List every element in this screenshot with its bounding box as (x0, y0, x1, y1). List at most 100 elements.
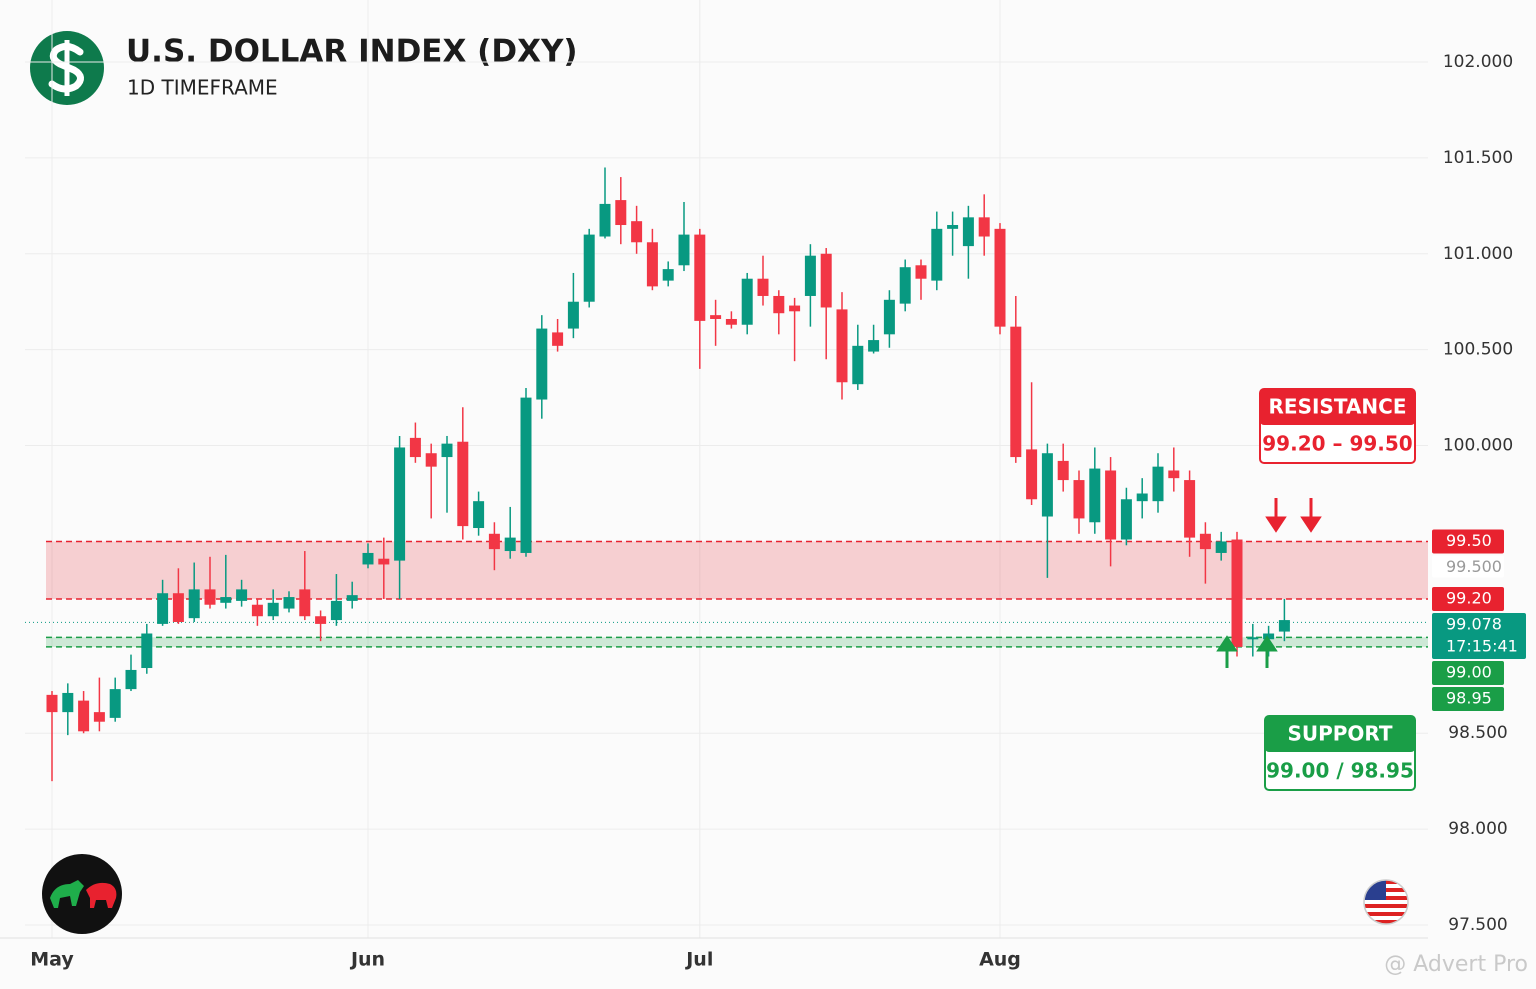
candle-body (1247, 637, 1259, 640)
zone-name: SUPPORT (1287, 722, 1392, 746)
candle-body (1215, 541, 1227, 553)
price-tag-label: 98.95 (1446, 688, 1492, 707)
candle-body (283, 597, 295, 609)
candle-body (710, 315, 722, 319)
candle-body (804, 255, 816, 296)
candle-body (947, 225, 959, 229)
candle-body (994, 228, 1006, 327)
y-tick-label: 101.000 (1443, 244, 1513, 264)
y-tick-label: 98.500 (1448, 723, 1507, 743)
candle-body (125, 669, 137, 690)
watermark: @ Advert Pro (1384, 952, 1528, 977)
resistance-arrows (1265, 498, 1322, 533)
price-tag-box (1432, 612, 1526, 659)
candle-body (536, 328, 548, 400)
chart-title: U.S. DOLLAR INDEX (DXY) (126, 34, 578, 70)
candle-body (204, 589, 216, 605)
candle-body (978, 217, 990, 237)
candle-body (725, 318, 737, 325)
candle-body (1120, 499, 1132, 540)
us-flag-icon (1363, 879, 1409, 925)
candle-body (109, 689, 121, 718)
candle-body (1073, 480, 1085, 519)
price-tag-box (1432, 686, 1504, 711)
candle-body (362, 552, 374, 565)
candle-body (1263, 633, 1275, 640)
candle-body (1041, 453, 1053, 517)
candle-body (836, 309, 848, 383)
price-tag-label: 99.00 (1446, 662, 1492, 681)
candle-body (741, 278, 753, 325)
y-tick-label: 98.000 (1448, 819, 1507, 839)
price-tag-label: 99.078 (1446, 614, 1502, 633)
candle-body (299, 589, 311, 617)
bull-bear-logo (42, 854, 122, 934)
candle-body (868, 340, 880, 352)
plot: 97.500 98.000 98.500 100.000 100.500 101.000 1… (0, 0, 1526, 971)
candle-body (615, 200, 627, 226)
candle-body (93, 712, 105, 722)
candle-body (378, 558, 390, 565)
candle-body (520, 397, 532, 553)
candle-body (757, 278, 769, 296)
dollar-icon (30, 31, 104, 105)
price-tag-label: 99.500 (1446, 557, 1502, 576)
price-tag-box (1432, 529, 1504, 554)
price-tag: 99.500 (1432, 555, 1504, 578)
candle-body (1105, 470, 1117, 540)
candle-body (46, 694, 58, 713)
candle-body (567, 301, 579, 329)
y-tick-label: 101.500 (1443, 148, 1513, 168)
y-tick-label: 97.500 (1448, 915, 1507, 935)
price-tag-box (1432, 555, 1504, 578)
candle-body (220, 597, 232, 603)
candle-body (457, 441, 469, 527)
candle-body (662, 269, 674, 281)
support-arrows (1216, 635, 1278, 668)
candle-body (1231, 539, 1243, 647)
candle-body (1199, 533, 1211, 550)
candle-body (1089, 468, 1101, 523)
candle-body (1010, 326, 1022, 458)
price-tag-label: 99.20 (1446, 588, 1492, 607)
candle-body (172, 593, 184, 622)
candle-body (678, 234, 690, 266)
zone-box-header (1265, 716, 1415, 752)
y-tick-label: 100.500 (1443, 340, 1513, 360)
candle-body (394, 447, 406, 561)
candle-body (883, 299, 895, 335)
price-tag: 99.50 (1432, 529, 1504, 554)
candle-body (1136, 493, 1148, 502)
zone-range: 99.00 / 98.95 (1266, 759, 1414, 783)
candle-body (852, 345, 864, 385)
candle-body (78, 700, 90, 732)
candle-body (157, 593, 169, 624)
candle-body (789, 305, 801, 312)
candle-body (631, 221, 643, 243)
candle-body (599, 203, 611, 237)
price-tag: 99.078 17:15:41 (1432, 612, 1526, 659)
candle-body (1184, 480, 1196, 538)
price-tag-label: 99.50 (1446, 531, 1492, 550)
x-tick-label: Jul (684, 949, 713, 971)
candle-body (915, 265, 927, 279)
candle-body (330, 600, 342, 621)
zone-name: RESISTANCE (1269, 395, 1407, 419)
candle-body (552, 332, 564, 346)
candle-body (1168, 470, 1180, 479)
y-tick-label: 100.000 (1443, 436, 1513, 456)
x-tick-label: May (30, 949, 74, 971)
candle-body (646, 242, 658, 287)
candle-body (504, 537, 516, 552)
candle-body (267, 602, 279, 617)
x-tick-label: Jun (349, 949, 385, 971)
candle-body (141, 633, 153, 669)
candle-body (962, 217, 974, 247)
candle-body (251, 604, 263, 617)
candle-body (62, 692, 74, 713)
price-tag: 99.00 (1432, 660, 1504, 685)
candle-body (1026, 449, 1038, 500)
candle-body (773, 295, 785, 314)
candle-body (694, 234, 706, 321)
